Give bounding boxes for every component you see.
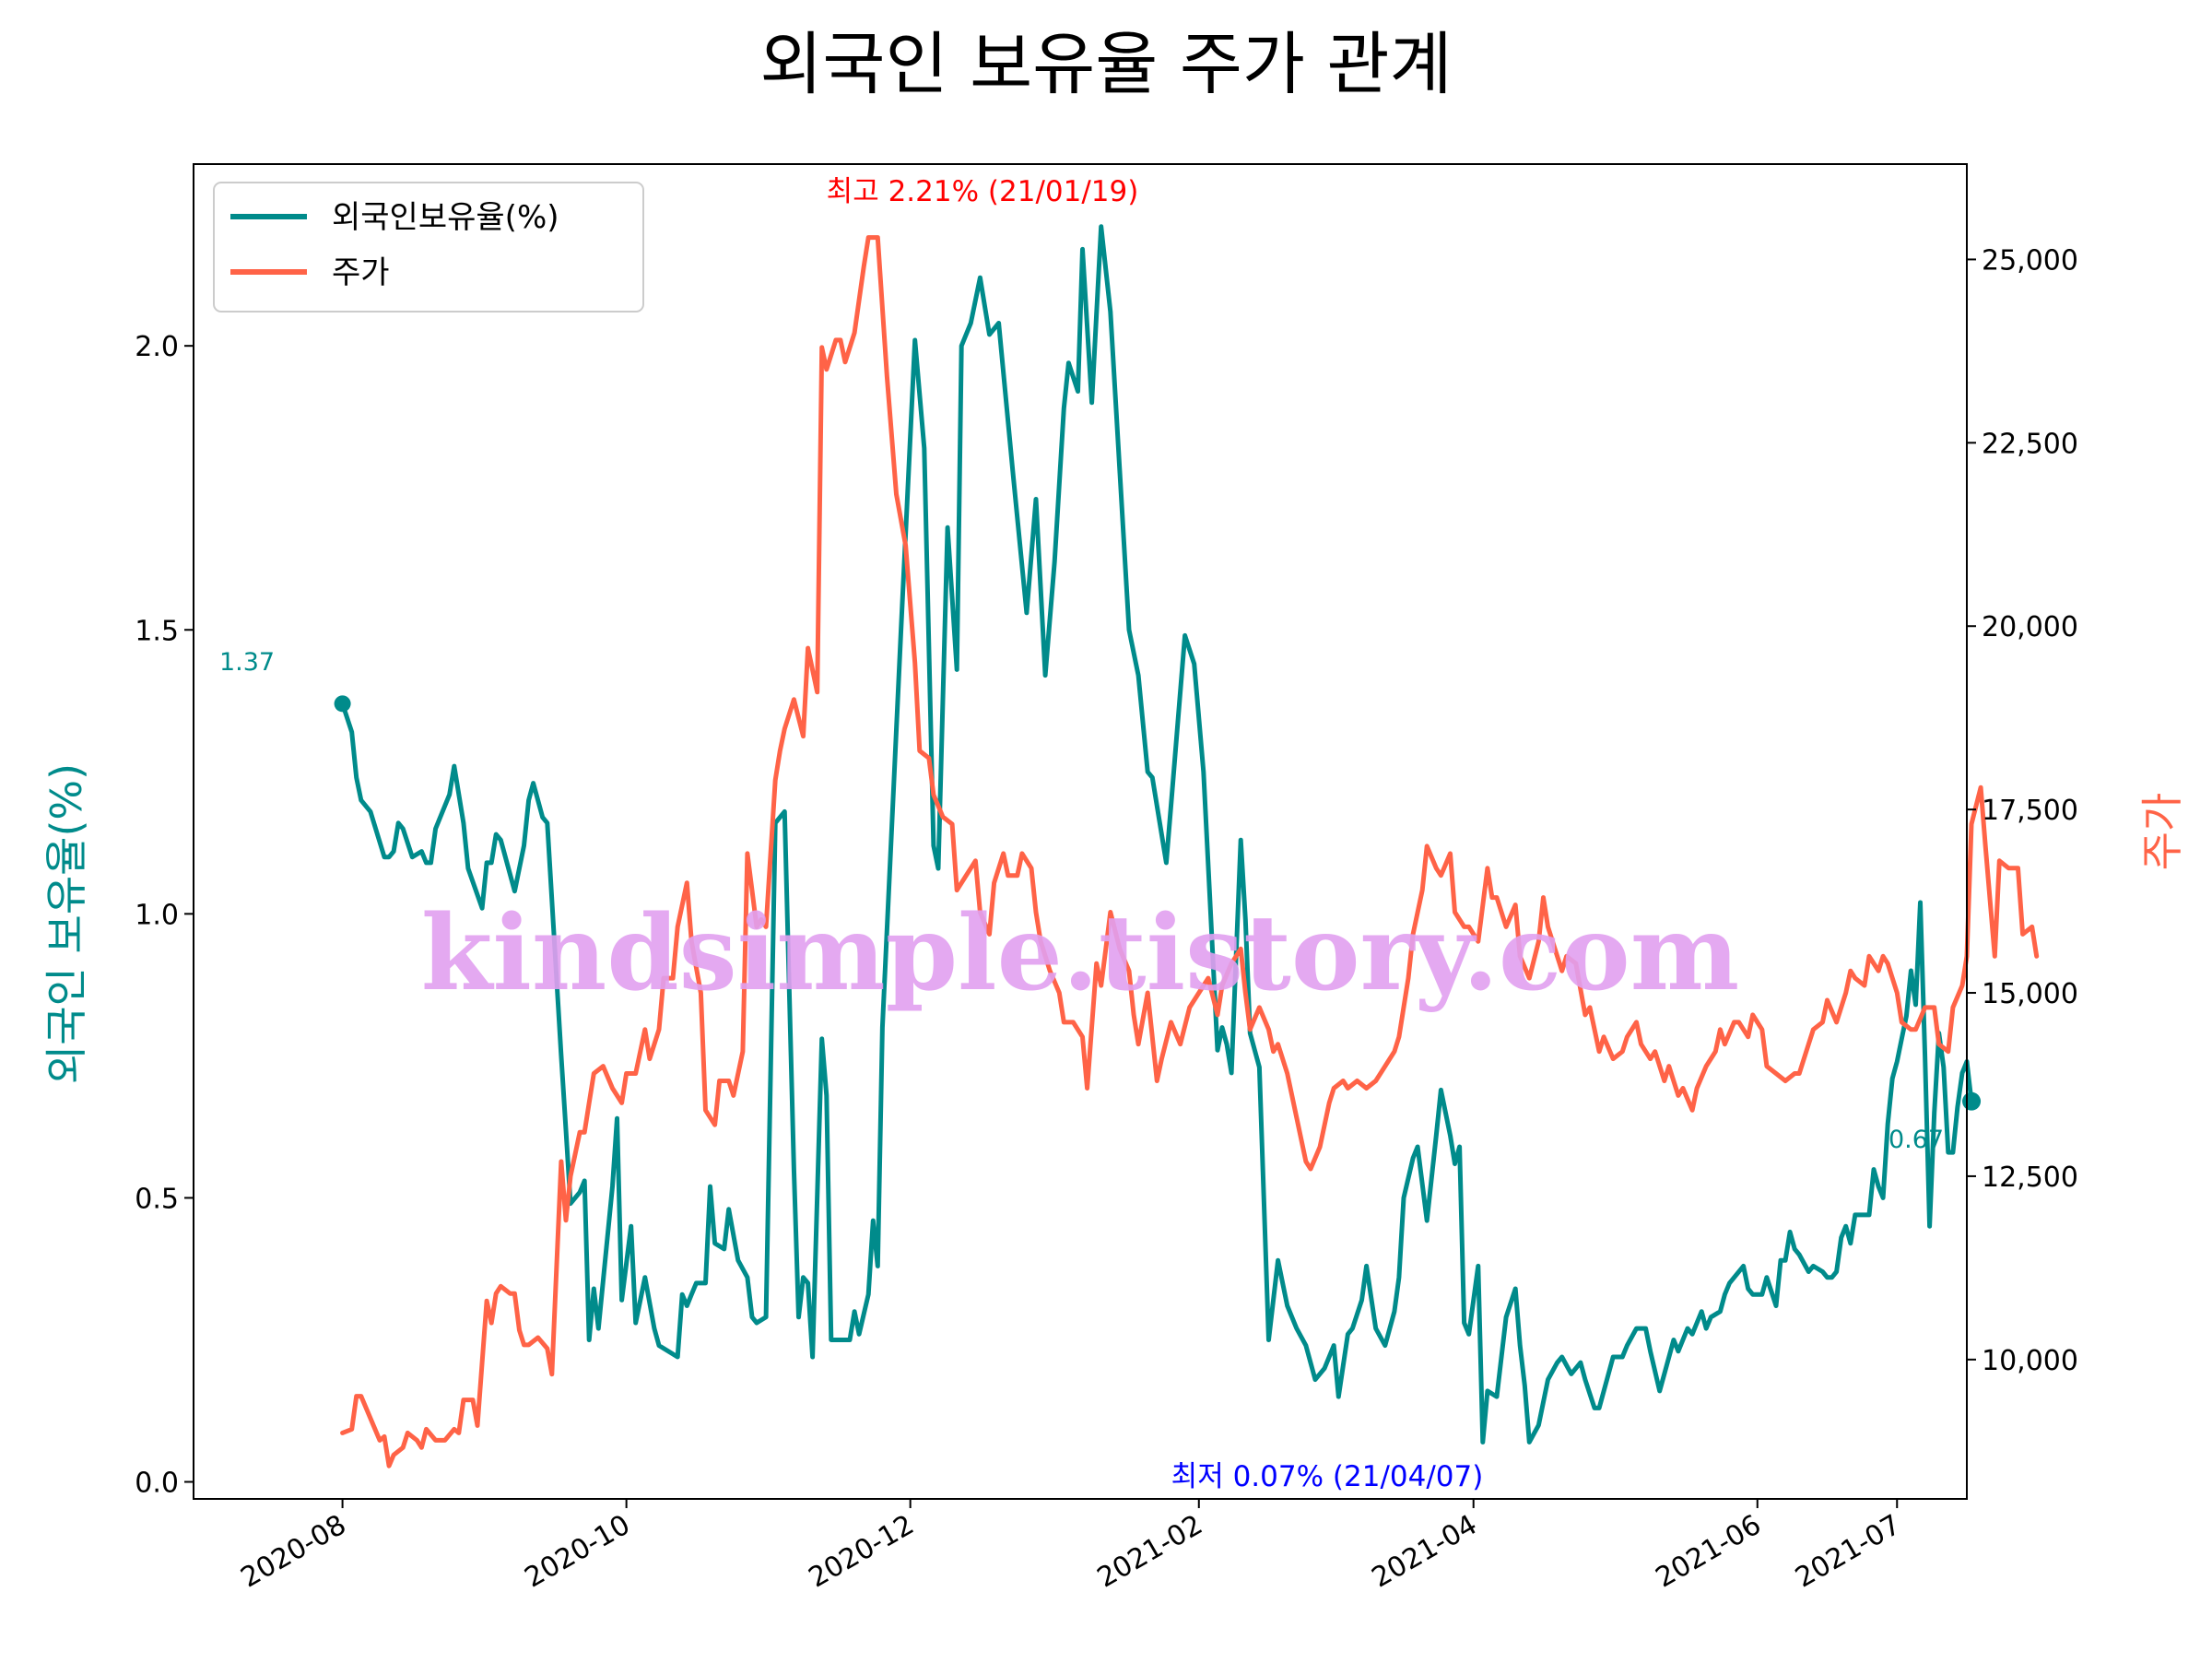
end-marker: [1962, 1091, 1982, 1111]
right-tick-label: 15,000: [1982, 978, 2078, 1010]
right-tick-label: 10,000: [1982, 1345, 2078, 1377]
legend-label-price: 주가: [332, 254, 390, 291]
start-marker: [334, 695, 351, 713]
right-tick-label: 25,000: [1982, 244, 2078, 277]
price-series: [340, 235, 2040, 1468]
left-tick-label: 1.5: [135, 615, 179, 647]
left-tick-label: 2.0: [135, 331, 179, 363]
left-axis-label: 외국인 보유율(%): [41, 763, 91, 1084]
price-line: [340, 235, 2040, 1468]
end-value-label: 0.67: [1888, 1126, 1944, 1154]
right-tick-label: 22,500: [1982, 428, 2078, 460]
plot-frame: [193, 163, 1968, 1500]
max-annotation: 최고 2.21% (21/01/19): [827, 175, 1139, 208]
start-value-label: 1.37: [219, 648, 275, 677]
left-y-axis: 0.0 0.5 1.0 1.5 2.0: [135, 331, 194, 1500]
right-tick-label: 17,500: [1982, 795, 2078, 827]
watermark-text: kindsimple.tistory.com: [421, 893, 1740, 1014]
right-y-axis: 10,000 12,500 15,000 17,500 20,000 22,500 25,0…: [1967, 244, 2078, 1377]
min-annotation: 최저 0.07% (21/04/07): [1171, 1460, 1484, 1493]
annotations: 최고 2.21% (21/01/19) 최저 0.07% (21/04/07) …: [219, 175, 1944, 1493]
legend-label-ratio: 외국인보유율(%): [332, 199, 559, 236]
legend: 외국인보유율(%) 주가: [213, 182, 644, 313]
right-axis-label: 주가: [2137, 793, 2187, 871]
left-tick-label: 1.0: [135, 899, 179, 931]
ratio-line: [340, 224, 1974, 1445]
right-tick-label: 12,500: [1982, 1162, 2078, 1194]
legend-box: [213, 182, 644, 313]
right-tick-label: 20,000: [1982, 611, 2078, 643]
left-tick-label: 0.5: [135, 1183, 179, 1215]
chart-title: 외국인 보유율 주가 관계: [759, 25, 1452, 104]
left-tick-label: 0.0: [135, 1468, 179, 1500]
